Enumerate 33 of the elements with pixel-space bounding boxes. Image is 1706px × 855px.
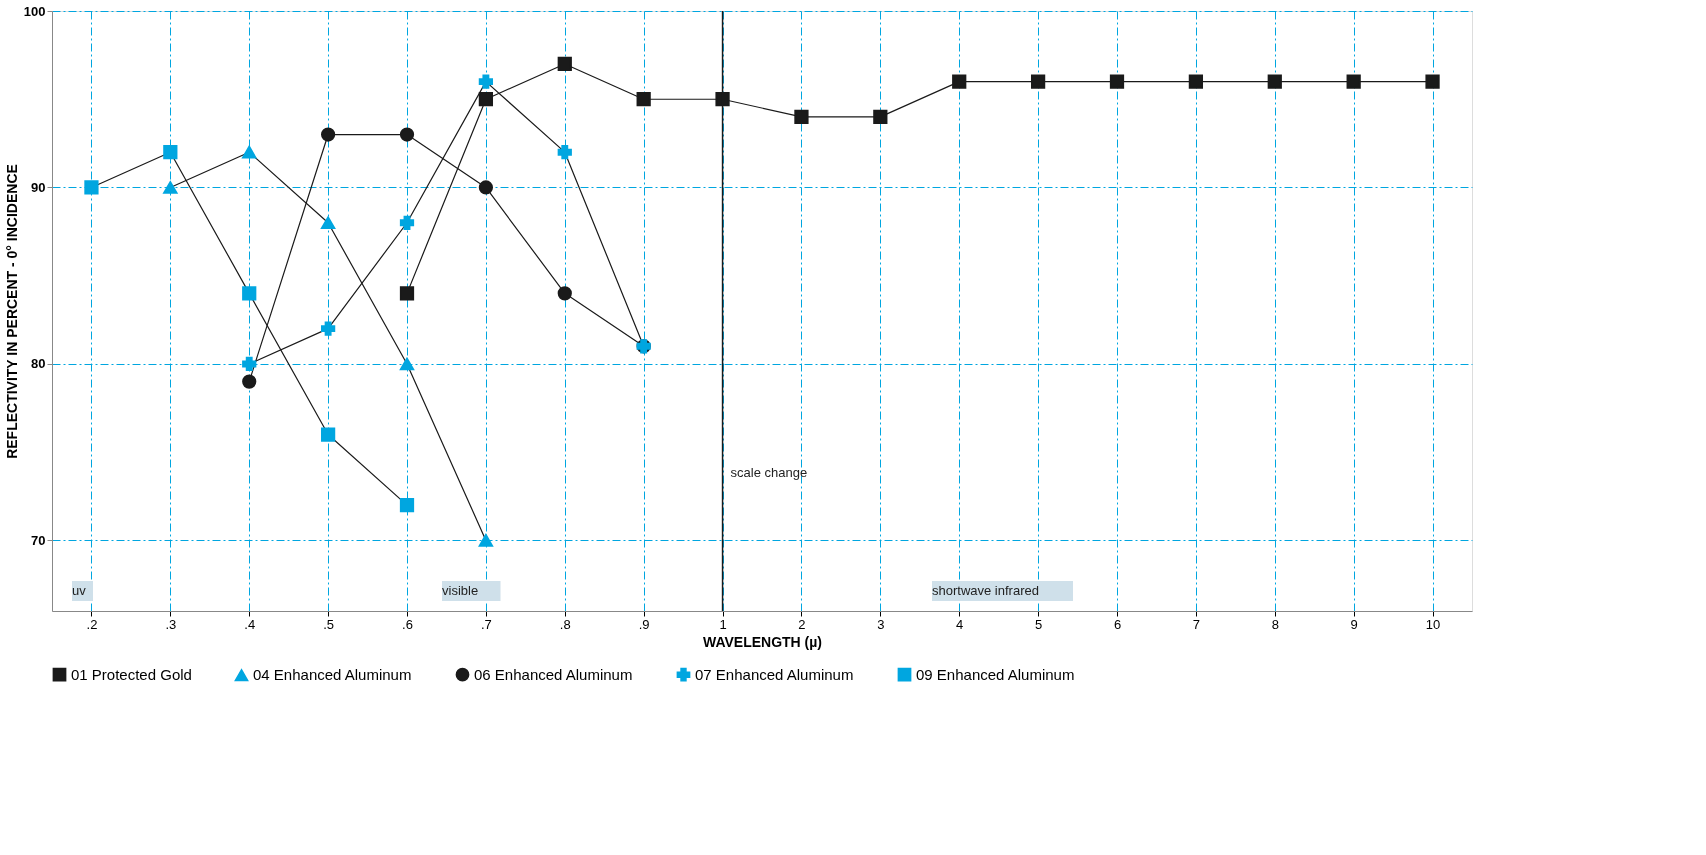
legend-label: 04 Enhanced Aluminum [253, 666, 412, 684]
x-tick-label: 8 [1271, 616, 1279, 632]
x-tick-label: 5 [1034, 616, 1043, 632]
x-tick-label: .5 [323, 616, 335, 632]
y-tick-label: 70 [31, 532, 46, 548]
annotation: visible [442, 583, 479, 598]
legend-label: 06 Enhanced Aluminum [474, 665, 633, 683]
y-axis-title: REFLECTIVITY IN PERCENT - 0° INCIDENCE [3, 164, 20, 459]
annotation: uv [72, 583, 87, 598]
annotation: scale change [730, 465, 808, 481]
x-tick-label: .3 [165, 616, 177, 632]
x-tick-label: 6 [1113, 616, 1122, 632]
x-tick-label: 4 [956, 616, 964, 632]
y-tick-label: 80 [31, 356, 46, 372]
x-tick-label: .8 [559, 616, 571, 632]
x-tick-label: .9 [638, 616, 650, 632]
y-tick-label: 100 [23, 3, 46, 19]
x-tick-label: 9 [1350, 616, 1358, 632]
annotation: shortwave infrared [932, 583, 1039, 598]
x-axis-title: WAVELENGTH (µ) [702, 633, 823, 650]
y-tick-label: 90 [31, 179, 46, 195]
x-tick-label: .6 [402, 616, 413, 632]
x-tick-label: 1 [719, 616, 727, 632]
x-tick-label: 10 [1425, 616, 1441, 632]
x-tick-label: .4 [244, 616, 256, 632]
x-tick-label: .2 [86, 616, 98, 632]
x-tick-label: .7 [480, 616, 492, 632]
legend-label: 09 Enhanced Aluminum [916, 665, 1075, 683]
legend-label: 07 Enhanced Aluminum [695, 665, 854, 683]
legend-label: 01 Protected Gold [71, 665, 192, 683]
x-tick-label: 7 [1192, 616, 1201, 632]
x-tick-label: 3 [877, 616, 885, 632]
x-tick-label: 2 [798, 616, 806, 632]
